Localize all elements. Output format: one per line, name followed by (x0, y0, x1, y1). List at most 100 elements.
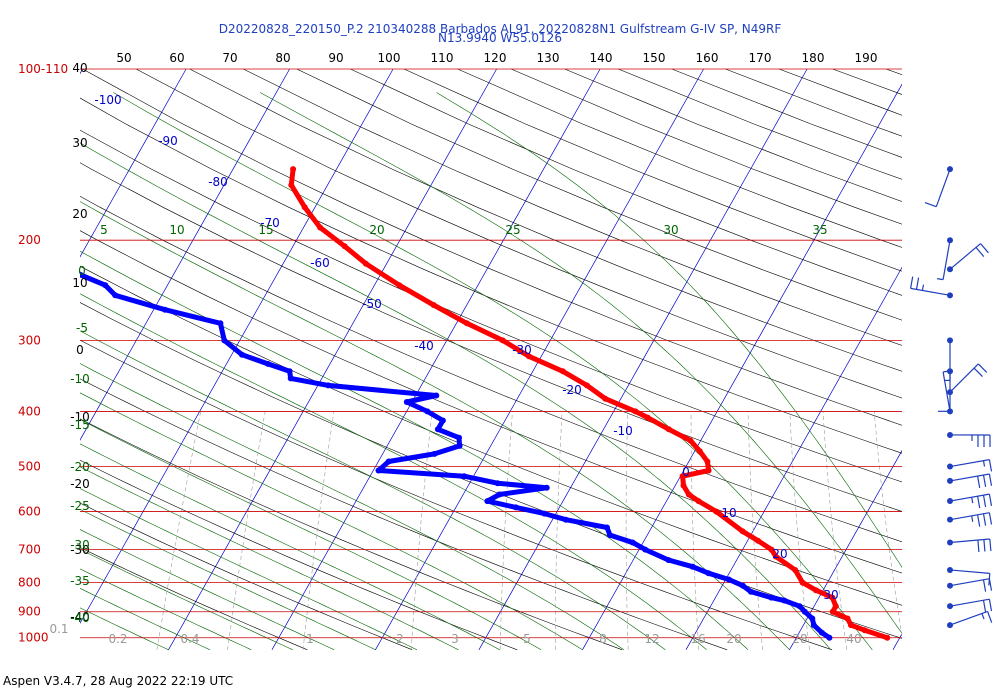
dry-adiabat-line (80, 97, 902, 454)
dewpoint-point (102, 282, 109, 289)
moist-adiabat-label: 15 (258, 223, 273, 237)
top-scale-label: 140 (590, 51, 613, 65)
wind-barb (910, 276, 953, 299)
dewpoint-point (484, 498, 491, 505)
wind-barb-feather (989, 538, 992, 551)
wind-barb (947, 431, 991, 447)
left-scale-label: -20 (70, 477, 90, 491)
dewpoint-point (512, 504, 519, 511)
wind-barb-half-feather (982, 460, 986, 467)
mixing-ratio-label: 40 (846, 632, 861, 646)
temperature-point (829, 594, 836, 601)
wind-barb (924, 166, 953, 208)
temperature-point (884, 634, 891, 641)
wind-barb (942, 370, 953, 415)
temperature-point (832, 603, 839, 610)
moist-adiabat-label: -30 (70, 538, 90, 552)
wind-barb-staff (949, 473, 990, 482)
dewpoint-point (642, 546, 649, 553)
isotherm-label: 0 (682, 465, 690, 479)
moist-adiabat-label: 20 (369, 223, 384, 237)
wind-barb-staff (935, 168, 951, 207)
moist-adiabat-line (80, 529, 335, 651)
moist-adiabat-label: 5 (100, 223, 108, 237)
dewpoint-point (810, 622, 817, 629)
temperature-point (705, 467, 712, 474)
isotherm-label: -30 (512, 343, 532, 357)
dewpoint-point (801, 608, 808, 615)
left-scale-label: 0 (76, 343, 84, 357)
temperature-point (829, 608, 836, 615)
isotherm-label: -20 (562, 383, 582, 397)
dewpoint-point (286, 368, 293, 375)
wind-barb (947, 598, 993, 613)
mixing-ratio-label: 2 (396, 632, 404, 646)
wind-barb-feather (983, 539, 986, 552)
mixing-ratio-line (873, 411, 902, 638)
isotherm-label: 10 (721, 506, 736, 520)
top-scale-label: 90 (328, 51, 343, 65)
wind-barb-feather (982, 600, 987, 613)
top-scale-label: 60 (169, 51, 184, 65)
mixing-ratio-label: 8 (599, 632, 607, 646)
dewpoint-point (607, 532, 613, 539)
dry-adiabat-line (778, 68, 902, 116)
mixing-ratio-line (302, 411, 335, 650)
dewpoint-point (629, 539, 636, 546)
isotherm-line (168, 68, 497, 650)
dry-adiabat-line (80, 162, 902, 512)
dry-adiabat-line (135, 68, 902, 399)
dewpoint-point (264, 360, 271, 367)
moist-adiabat-line (80, 330, 666, 651)
top-scale-label: 130 (537, 51, 560, 65)
moist-adiabat-line (80, 508, 376, 651)
isotherm-label: -60 (310, 256, 330, 270)
wind-barb-feather (924, 202, 937, 208)
isotherm-label: -100 (94, 93, 121, 107)
mixing-ratio-label: 12 (644, 632, 659, 646)
wind-barb-half-feather (981, 613, 985, 620)
temperature-point (768, 546, 775, 553)
moist-adiabat-label: -35 (70, 574, 90, 588)
wind-barb-feather (988, 512, 993, 525)
isotherm-line (80, 68, 394, 624)
moist-adiabat-line (80, 466, 459, 651)
mixing-ratio-label: 5 (523, 632, 531, 646)
mixing-ratio-line (625, 411, 629, 650)
left-scale-label: -10 (70, 410, 90, 424)
chart-title-line-2: N13.9940 W55.0126 (438, 31, 562, 45)
top-scale-label: 120 (484, 51, 507, 65)
moist-adiabat-line (80, 548, 293, 651)
wind-barb-half-feather (937, 278, 944, 281)
wind-barb-half-feather (971, 515, 974, 522)
dry-adiabat-line (80, 547, 308, 651)
isotherm-line (789, 449, 902, 650)
dry-adiabat-line (885, 68, 902, 76)
temperature-point (680, 482, 687, 489)
pressure-tick-label: 700 (18, 543, 41, 557)
dewpoint-point (494, 480, 501, 487)
dewpoint-point (424, 408, 431, 415)
dewpoint-point (562, 516, 569, 523)
isotherm-line (271, 68, 601, 650)
dry-adiabat-line (80, 265, 902, 606)
wind-barb (947, 459, 993, 472)
wind-barb-feather (982, 579, 987, 592)
dewpoint-point (221, 337, 228, 344)
temperature-point (844, 615, 851, 622)
wind-barb-staff (949, 363, 979, 393)
temperature-point (583, 382, 590, 389)
dewpoint-point (45, 255, 51, 261)
temperature-point (848, 622, 854, 629)
isotherm-line (685, 266, 902, 650)
temperature-point (396, 282, 403, 289)
temperature-point (362, 260, 369, 267)
wind-barb-staff (949, 598, 990, 607)
temperature-profile-line (288, 166, 890, 641)
mixing-ratio-line (227, 411, 266, 650)
temperature-point (685, 491, 692, 498)
wind-barb-feather (975, 247, 985, 257)
temperature-point (755, 537, 761, 544)
pressure-tick-label: 900 (18, 605, 41, 619)
moist-adiabat-label: -10 (70, 372, 90, 386)
